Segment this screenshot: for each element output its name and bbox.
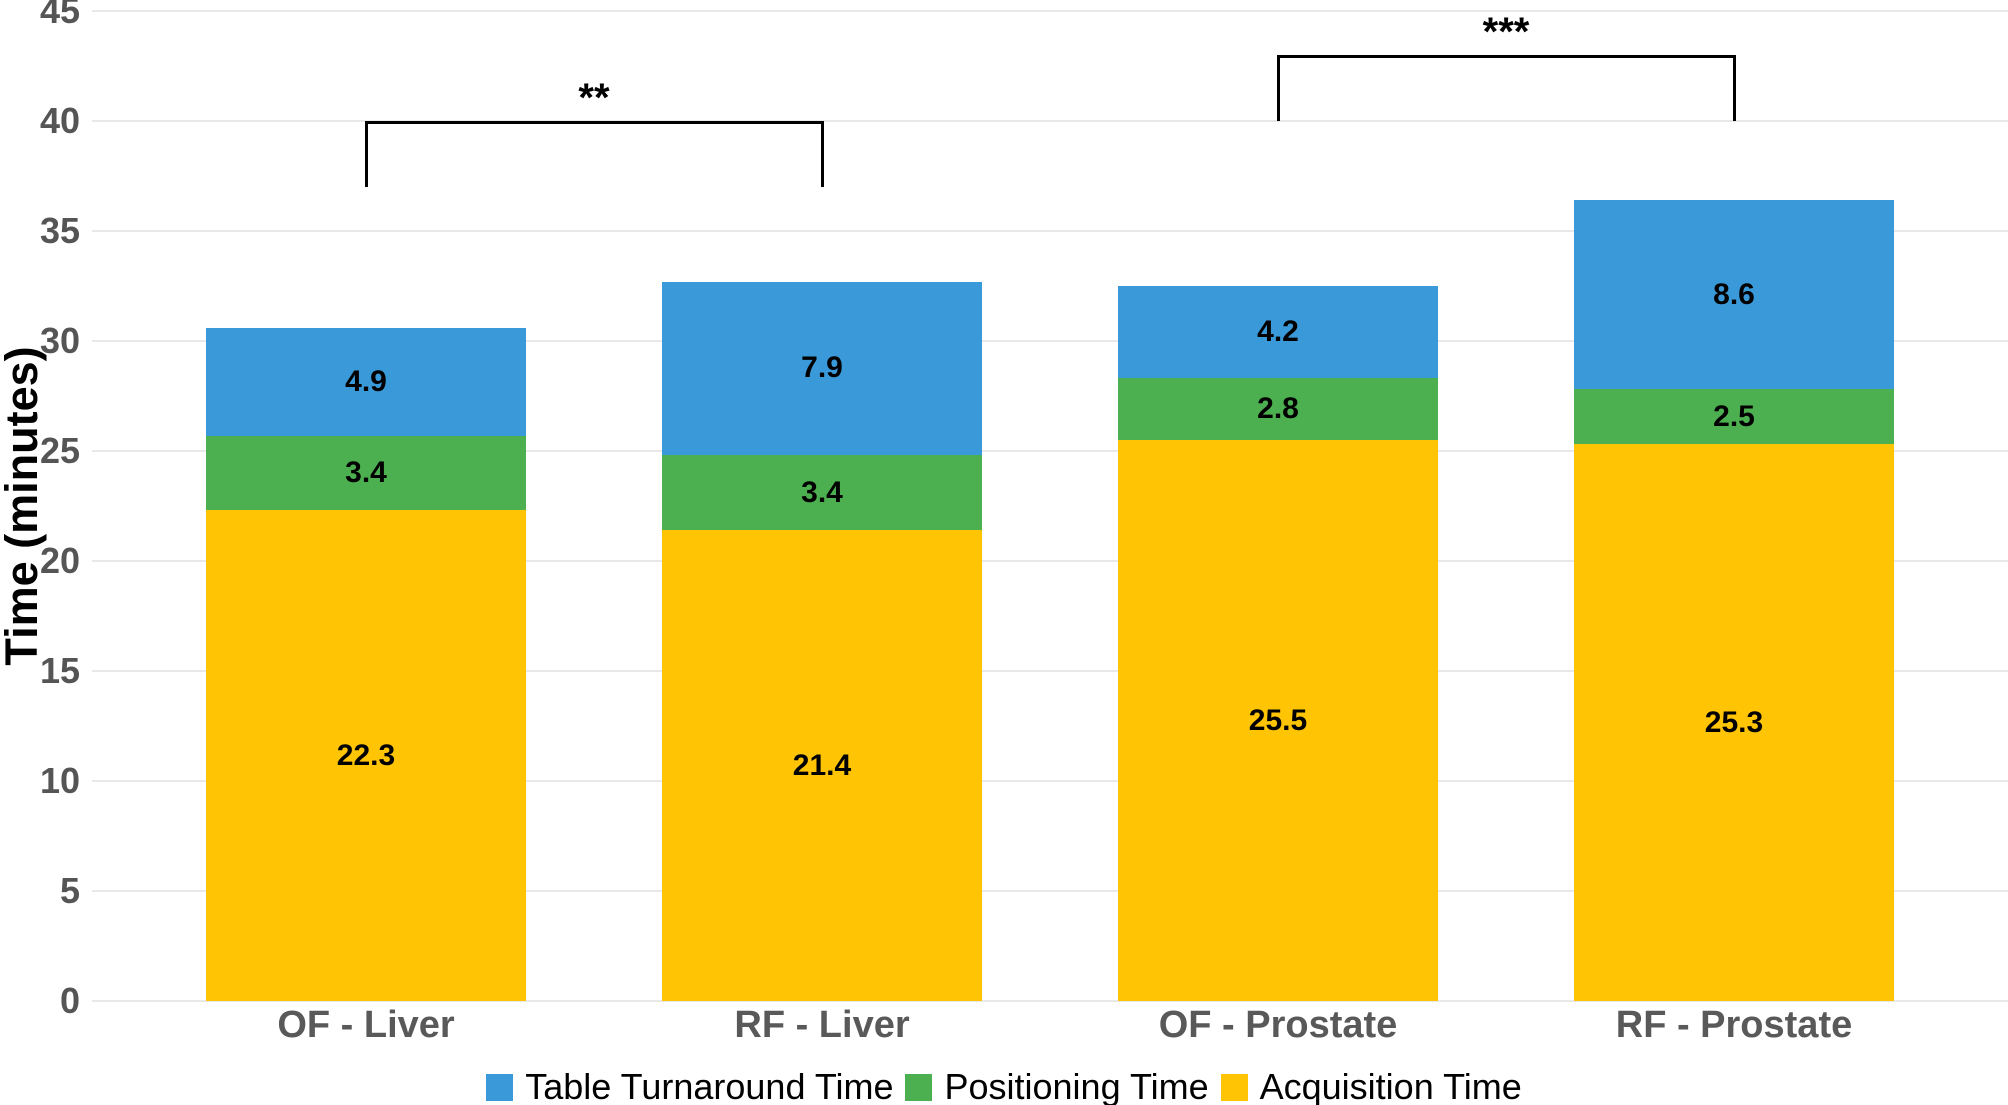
segment-value-label: 25.3 — [1704, 705, 1764, 739]
legend-swatch — [1220, 1073, 1248, 1101]
bar-segment-acquisition-time: 25.5 — [1118, 440, 1438, 1001]
legend-label: Acquisition Time — [1259, 1066, 1522, 1105]
gridline — [92, 890, 2008, 892]
y-axis-title: Time (minutes) — [0, 346, 47, 666]
x-category-label: RF - Prostate — [1615, 1004, 1853, 1046]
y-tick-label: 20 — [39, 540, 80, 581]
segment-value-label: 2.5 — [1713, 399, 1755, 433]
bar-segment-table-turnaround-time: 8.6 — [1574, 200, 1894, 390]
legend-item-acquisition-time: Acquisition Time — [1220, 1066, 1522, 1105]
legend-item-table-turnaround-time: Table Turnaround Time — [486, 1066, 893, 1105]
gridline — [92, 120, 2008, 122]
y-tick-label: 0 — [59, 980, 80, 1021]
bar-segment-table-turnaround-time: 4.9 — [206, 327, 526, 436]
segment-value-label: 2.8 — [1257, 392, 1299, 426]
x-category-label: OF - Prostate — [1158, 1004, 1398, 1046]
legend-item-positioning-time: Positioning Time — [905, 1066, 1209, 1105]
y-tick-label: 35 — [39, 210, 80, 251]
y-tick-label: 40 — [39, 100, 80, 141]
legend-swatch — [486, 1073, 514, 1101]
gridline — [92, 1000, 2008, 1002]
bar-segment-table-turnaround-time: 7.9 — [662, 281, 982, 456]
bar-segment-positioning-time: 3.4 — [206, 435, 526, 511]
bar-segment-positioning-time: 2.5 — [1574, 389, 1894, 445]
y-tick-label: 10 — [39, 760, 80, 801]
x-category-label: RF - Liver — [734, 1004, 910, 1046]
bar-segment-table-turnaround-time: 4.2 — [1118, 286, 1438, 379]
y-tick-label: 45 — [39, 0, 80, 31]
segment-value-label: 21.4 — [792, 748, 852, 782]
gridline — [92, 230, 2008, 232]
significance-label: ** — [578, 76, 610, 120]
y-tick-label: 15 — [39, 650, 80, 691]
legend-label: Table Turnaround Time — [525, 1066, 894, 1105]
segment-value-label: 3.4 — [801, 475, 843, 509]
y-tick-label: 30 — [39, 320, 80, 361]
significance-bracket — [364, 121, 824, 187]
segment-value-label: 25.5 — [1248, 703, 1308, 737]
bar-segment-positioning-time: 3.4 — [662, 455, 982, 531]
segment-value-label: 22.3 — [336, 738, 396, 772]
y-tick-label: 25 — [39, 430, 80, 471]
bar-segment-acquisition-time: 22.3 — [206, 510, 526, 1001]
legend-swatch — [905, 1073, 933, 1101]
significance-bracket — [1276, 55, 1736, 121]
x-category-label: OF - Liver — [277, 1004, 455, 1046]
significance-label: *** — [1482, 10, 1530, 54]
legend: Table Turnaround Time Positioning Time Acq… — [0, 1066, 2008, 1105]
gridline — [92, 340, 2008, 342]
bar-segment-acquisition-time: 21.4 — [662, 530, 982, 1001]
gridline — [92, 670, 2008, 672]
segment-value-label: 7.9 — [801, 351, 843, 385]
gridline — [92, 450, 2008, 452]
bar-segment-positioning-time: 2.8 — [1118, 378, 1438, 440]
bar-segment-acquisition-time: 25.3 — [1574, 444, 1894, 1001]
segment-value-label: 8.6 — [1713, 277, 1755, 311]
segment-value-label: 3.4 — [345, 455, 387, 489]
gridline — [92, 560, 2008, 562]
gridline — [92, 10, 2008, 12]
segment-value-label: 4.9 — [345, 364, 387, 398]
gridline — [92, 780, 2008, 782]
legend-label: Positioning Time — [944, 1066, 1209, 1105]
y-tick-label: 5 — [59, 870, 80, 911]
segment-value-label: 4.2 — [1257, 315, 1299, 349]
